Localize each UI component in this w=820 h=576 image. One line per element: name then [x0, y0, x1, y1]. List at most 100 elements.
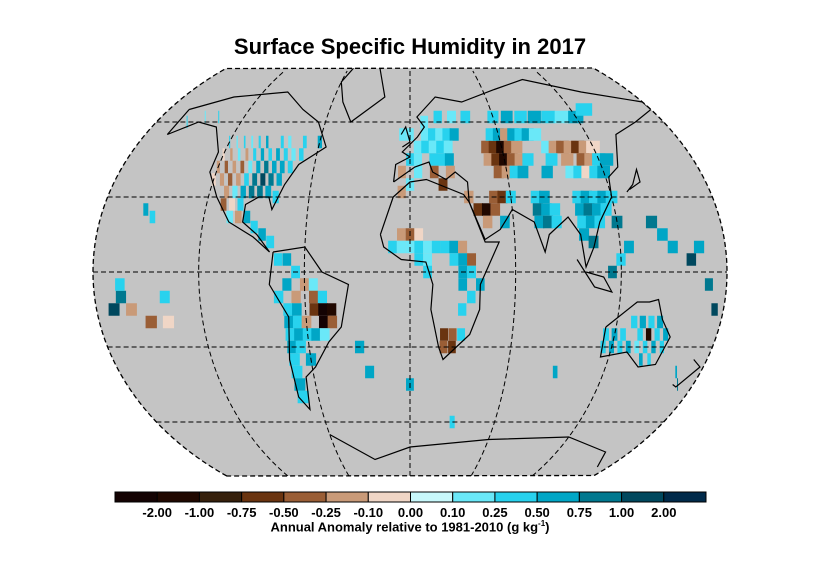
- map-border: [92, 67, 728, 477]
- anomaly-cell: [273, 253, 283, 266]
- colorbar-label-end: ): [545, 519, 550, 535]
- anomaly-cell: [268, 148, 273, 161]
- anomaly-cell: [577, 215, 588, 229]
- anomaly-cell: [611, 215, 623, 229]
- anomaly-cell: [436, 140, 445, 154]
- colorbar-swatch: [198, 491, 243, 503]
- anomaly-cell: [413, 153, 422, 166]
- anomaly-cell: [639, 353, 643, 366]
- anomaly-cell: [500, 110, 513, 124]
- anomaly-cell: [162, 315, 175, 329]
- anomaly-cell: [240, 185, 246, 199]
- colorbar-tick-label: -2.00: [142, 505, 173, 520]
- anomaly-cell: [294, 378, 306, 391]
- anomaly-cell: [490, 203, 501, 216]
- anomaly-cell: [396, 228, 406, 241]
- anomaly-cell: [657, 315, 664, 329]
- colorbar-swatch: [536, 491, 580, 503]
- anomaly-cell: [541, 203, 552, 216]
- anomaly-cell: [398, 165, 406, 179]
- anomaly-cell: [481, 203, 492, 216]
- anomaly-cell: [318, 303, 328, 316]
- anomaly-cell: [506, 153, 518, 166]
- anomaly-cell: [258, 135, 261, 149]
- anomaly-cell: [437, 153, 446, 166]
- anomaly-cell: [396, 240, 406, 254]
- chart-title: Surface Specific Humidity in 2017: [233, 34, 587, 59]
- anomaly-cell: [388, 240, 397, 254]
- colorbar-swatch: [452, 491, 496, 503]
- anomaly-cell: [482, 215, 493, 229]
- anomaly-cell: [289, 353, 300, 366]
- anomaly-cell: [243, 210, 251, 224]
- anomaly-cell: [108, 303, 120, 316]
- colorbar-tick-label: -1.00: [184, 505, 215, 520]
- anomaly-cell: [449, 240, 459, 254]
- anomaly-cell: [620, 328, 626, 341]
- anomaly-cell: [458, 278, 468, 291]
- anomaly-cell: [288, 135, 292, 149]
- anomaly-cell: [579, 228, 590, 241]
- colorbar-tick-label: -0.75: [226, 505, 257, 520]
- anomaly-cell: [448, 328, 457, 341]
- colorbar-swatch: [663, 491, 707, 503]
- anomaly-cell: [250, 220, 258, 234]
- anomaly-cell: [542, 215, 554, 229]
- anomaly-cell: [654, 328, 660, 341]
- anomaly-cell: [253, 148, 257, 161]
- anomaly-cell: [686, 253, 697, 266]
- anomaly-cell: [236, 173, 241, 186]
- anomaly-cell: [575, 103, 593, 116]
- anomaly-cell: [421, 140, 430, 154]
- meridian-line: [303, 70, 350, 476]
- colorbar-tick-label: 0.10: [440, 505, 466, 520]
- anomaly-cell: [511, 140, 523, 154]
- anomaly-cell: [317, 290, 328, 304]
- anomaly-cell: [588, 235, 599, 249]
- anomaly-cell: [268, 173, 274, 186]
- colorbar-unit-sup: -1: [538, 519, 546, 528]
- anomaly-cell: [460, 110, 471, 124]
- anomaly-cell: [428, 140, 438, 154]
- anomaly-cell: [527, 110, 541, 124]
- anomaly-cell: [481, 140, 492, 154]
- anomaly-cell: [608, 265, 617, 279]
- anomaly-cell: [677, 378, 679, 391]
- anomaly-cell: [243, 135, 246, 149]
- anomaly-cell: [440, 328, 449, 341]
- anomaly-cell: [420, 128, 429, 141]
- anomaly-cell: [224, 160, 228, 174]
- anomaly-cell: [704, 278, 713, 291]
- coastline: [166, 91, 327, 253]
- anomaly-cell: [552, 365, 558, 379]
- anomaly-cell: [237, 198, 244, 211]
- anomaly-cell: [711, 303, 718, 316]
- anomaly-cell: [283, 148, 288, 161]
- anomaly-cell: [467, 290, 476, 304]
- anomaly-cell: [500, 128, 512, 141]
- anomaly-cell: [292, 315, 303, 329]
- anomaly-cell: [237, 148, 241, 161]
- anomaly-cell: [265, 185, 272, 199]
- anomaly-cell: [311, 328, 322, 341]
- anomaly-cell: [503, 140, 515, 154]
- colorbar-label: Annual Anomaly relative to 1981-2010 (g …: [0, 519, 820, 534]
- anomaly-cell: [414, 253, 424, 266]
- anomaly-cell: [291, 290, 301, 304]
- colorbar-swatch: [578, 491, 623, 503]
- colorbar-swatch: [283, 491, 327, 503]
- anomaly-cell: [645, 328, 652, 341]
- anomaly-cell: [234, 210, 242, 224]
- anomaly-cell: [115, 290, 127, 304]
- anomaly-cell: [365, 365, 375, 379]
- anomaly-cell: [541, 110, 556, 124]
- anomaly-cell: [226, 210, 233, 224]
- anomaly-cell: [585, 215, 597, 229]
- colorbar-swatch: [621, 491, 665, 503]
- coastline: [392, 78, 652, 270]
- coastline: [672, 359, 701, 388]
- anomaly-cell: [399, 128, 407, 141]
- anomaly-cell: [586, 140, 600, 154]
- anomaly-cell: [232, 185, 238, 199]
